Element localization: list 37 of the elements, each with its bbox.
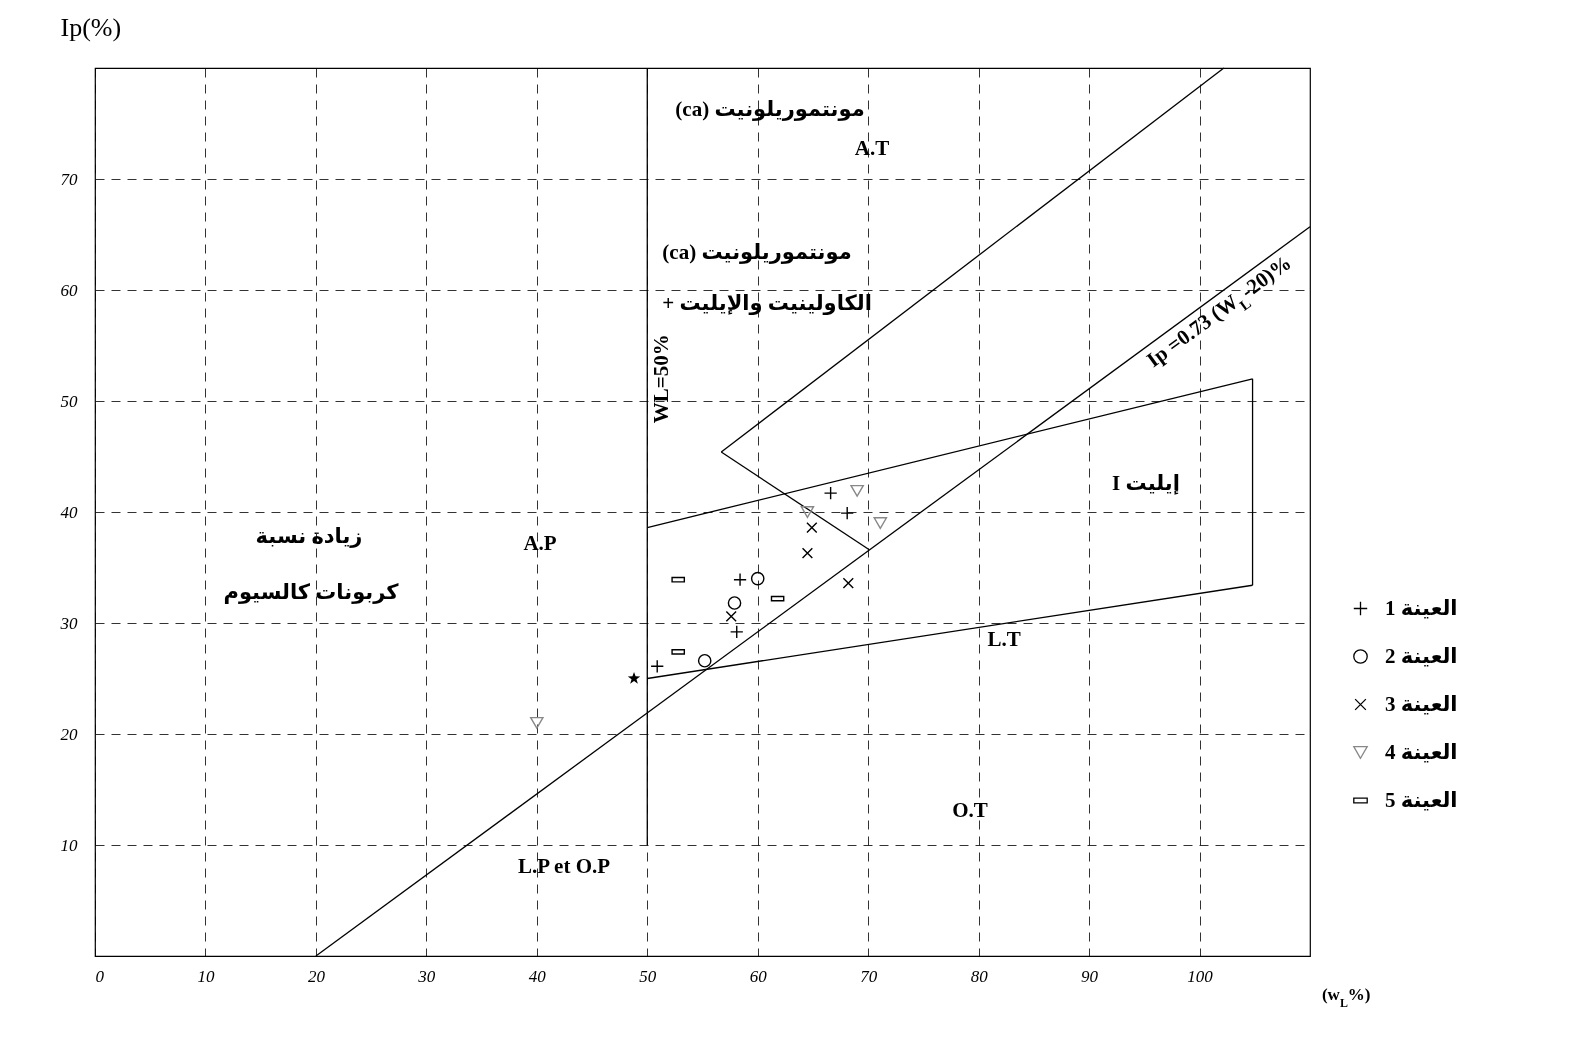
y-tick-label: 40: [60, 502, 78, 522]
annotation: + الكاولينيت والإيليت: [662, 291, 872, 315]
annotation: L.P et O.P: [517, 854, 611, 878]
x-axis-title: (w$_{L}$%): [1321, 984, 1371, 1010]
legend-label: العينة 4: [1385, 739, 1458, 764]
annotation: L.T: [987, 627, 1021, 651]
annotation: WL=50%: [649, 334, 674, 424]
x-tick-label: 100: [1187, 966, 1214, 986]
y-tick-label: 10: [60, 835, 78, 855]
y-tick-label: 30: [59, 613, 78, 633]
x-tick-label: 20: [307, 966, 326, 986]
x-tick-label: 60: [749, 966, 768, 986]
legend-label: العينة 3: [1385, 691, 1458, 716]
annotation: A.T: [854, 136, 890, 160]
x-tick-label: 10: [197, 966, 215, 986]
x-tick-label: 40: [528, 966, 547, 986]
annotation: O.T: [952, 798, 988, 822]
annotation: زيادة نسبة: [255, 524, 363, 548]
legend-label: العينة 5: [1385, 787, 1458, 812]
annotation: I إيليت: [1112, 471, 1180, 495]
legend-label: العينة 1: [1385, 595, 1458, 620]
x-tick-label: 90: [1081, 966, 1099, 986]
y-tick-label: 50: [60, 391, 78, 411]
y-tick-label: 20: [60, 724, 78, 744]
legend-label: العينة 2: [1385, 643, 1458, 668]
x-tick-label: 30: [417, 966, 436, 986]
x-tick-label: 80: [970, 966, 989, 986]
x-tick-label: 0: [95, 966, 105, 986]
annotation: (ca) مونتموريلونيت: [662, 240, 852, 264]
y-axis-title: Ip(%): [60, 12, 122, 42]
annotation: (ca) مونتموريلونيت: [675, 97, 865, 121]
x-tick-label: 70: [860, 966, 878, 986]
annotation: A.P: [523, 531, 557, 555]
y-tick-label: 70: [60, 169, 78, 189]
y-tick-label: 60: [60, 280, 78, 300]
annotation: كربونات كالسيوم: [223, 580, 400, 604]
x-tick-label: 50: [639, 966, 657, 986]
